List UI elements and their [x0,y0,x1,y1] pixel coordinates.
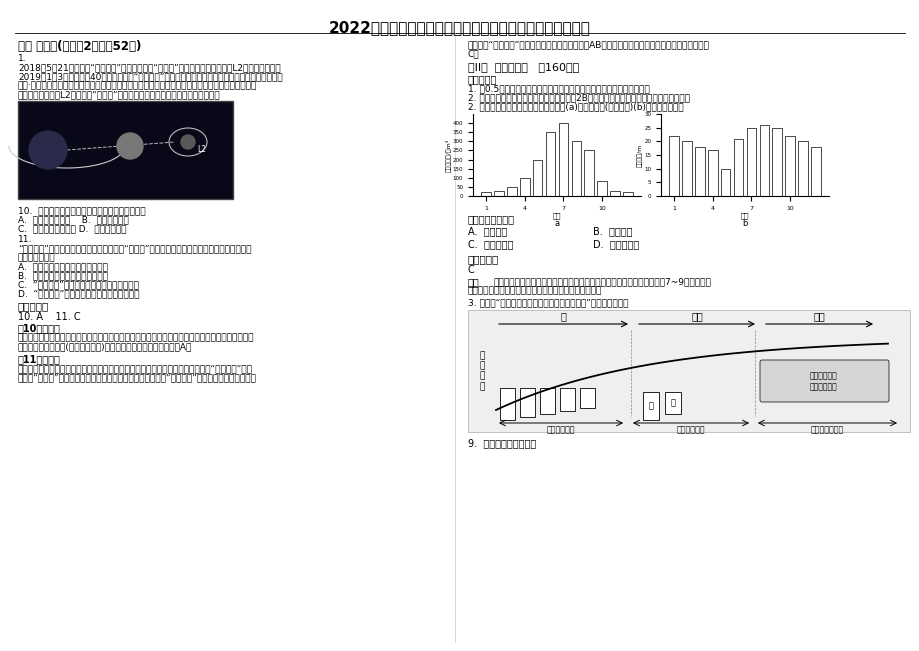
X-axis label: 月份: 月份 [740,212,748,219]
Bar [772,128,781,196]
Text: C.  距离地球十分遥远 D.  不能反射阳光: C. 距离地球十分遥远 D. 不能反射阳光 [18,224,127,233]
Bar [609,191,619,196]
Bar [668,136,678,196]
Text: B.  月球公转周期与自转周期不相同: B. 月球公转周期与自转周期不相同 [18,271,108,280]
Text: 2022年四川省德阳市绵竹城南中学高三地理月考试题含解析: 2022年四川省德阳市绵竹城南中学高三地理月考试题含解析 [329,20,590,35]
Text: 乙: 乙 [670,398,675,408]
Text: 由于月球的自转周期和公转周期相等，所以月球绕地球运动有一个重要的特点，就是它永远用同一面: 由于月球的自转周期和公转周期相等，所以月球绕地球运动有一个重要的特点，就是它永远… [18,333,255,342]
Text: 1.: 1. [18,54,27,63]
Text: 解析: 解析 [468,277,479,287]
Bar [681,141,691,196]
Text: 有行洪、泄洪、分洪需求，进而可筛选颏别出正确选项。: 有行洪、泄洪、分洪需求，进而可筛选颏别出正确选项。 [468,286,602,295]
Text: 作
用
强
度: 作 用 强 度 [479,351,484,391]
Text: 9.  图中甲、乙分别表示: 9. 图中甲、乙分别表示 [468,438,536,448]
Text: 对着地球，而另一面(即月球的背面)则永远背对着地球。据此分析选A。: 对着地球，而另一面(即月球的背面)则永远背对着地球。据此分析选A。 [18,342,192,351]
Bar [519,178,529,196]
Text: 分析其可能的大气降水作为该水库水补给形式，推敲该地降水主要集中在7~9月，且水库: 分析其可能的大气降水作为该水库水补给形式，推敲该地降水主要集中在7~9月，且水库 [494,277,711,286]
Text: 月球没有大气，所以白天月球表面温度很高，夜晒月球表面温度很低，温差极大。“年蛾四号”探测: 月球没有大气，所以白天月球表面温度很高，夜晒月球表面温度很低，温差极大。“年蛾四… [18,364,253,373]
Bar [558,123,568,196]
Text: 2018年5月21日，我国“年蛾四号”探月中继卫星“鹊桥号”进入环绕地月拉格朗日L2点的使命轨道。: 2018年5月21日，我国“年蛾四号”探月中继卫星“鹊桥号”进入环绕地月拉格朗日… [18,63,280,72]
Text: a: a [554,219,559,228]
Text: 甲: 甲 [648,402,652,411]
Bar [18,101,233,199]
Bar [746,128,755,196]
Text: C.  “年蛾四号”探测器克服了强温差的月面环境: C. “年蛾四号”探测器克服了强温差的月面环境 [18,280,139,289]
Bar [584,150,594,196]
Text: 器通过“鹊桥号”中继星能传回近距离高拍摄的月背影像图说明“年蛾四号”探测器克服了强温差的月: 器通过“鹊桥号”中继星能传回近距离高拍摄的月背影像图说明“年蛾四号”探测器克服了… [18,373,256,382]
Bar [579,388,595,408]
Bar [694,146,704,196]
Text: C.  江苏省北部: C. 江苏省北部 [468,239,513,249]
Bar [707,150,717,196]
Text: 面环境；“年蛾四号”探测器通过卫星与地球联系，AB选项内容通过材料不能分析得出。据此分析选: 面环境；“年蛾四号”探测器通过卫星与地球联系，AB选项内容通过材料不能分析得出。… [468,40,709,49]
Text: b: b [742,219,747,228]
Text: C。: C。 [468,49,479,58]
Text: 参考答案：: 参考答案： [468,254,499,264]
Bar [571,141,581,196]
Text: 、月球、拉格朗日L2点位置及“鹊桥号”中继星发射运行轨道。据此完成下列各题。: 、月球、拉格朗日L2点位置及“鹊桥号”中继星发射运行轨道。据此完成下列各题。 [18,90,221,99]
Text: 2. 作答选考题时，请考生务必将所选题号用2B铅笔涂黑，答完题后，再次确认所选题号。: 2. 作答选考题时，请考生务必将所选题号用2B铅笔涂黑，答完题后，再次确认所选题… [468,93,689,102]
X-axis label: 月份: 月份 [552,212,561,219]
Text: 的冯·卡门撟击坑，实现了人类探测器首次月背软着陆，开启了人类月球探测的新篇章。下图示意地球: 的冯·卡门撟击坑，实现了人类探测器首次月背软着陆，开启了人类月球探测的新篇章。下… [18,81,257,90]
Text: 影像图。这说明: 影像图。这说明 [18,253,55,262]
Bar [532,159,542,196]
Text: “年蛾四号”探测器降落于月球背面，并通过“鹊桥号”中继星传回了世界第一张近距高拍摄的月背: “年蛾四号”探测器降落于月球背面，并通过“鹊桥号”中继星传回了世界第一张近距高拍… [18,244,251,253]
Text: 2. 图表示我国某水库年内逐月入库水量(a)、月均水位(水面海拔)(b)。读下图，完成: 2. 图表示我国某水库年内逐月入库水量(a)、月均水位(水面海拔)(b)。读下图… [468,102,683,111]
Bar [499,388,515,420]
Text: B.  秦岭山地: B. 秦岭山地 [593,226,632,236]
Text: 该水库可能位于：: 该水库可能位于： [468,214,515,224]
Text: 后工业社会阶段: 后工业社会阶段 [810,425,844,434]
Circle shape [117,133,142,159]
Text: 3. 下图为“自然资源利用与社会经济发展关系图”，完成列各题。: 3. 下图为“自然资源利用与社会经济发展关系图”，完成列各题。 [468,298,628,307]
Text: 10题详解》: 10题详解》 [18,323,61,333]
FancyBboxPatch shape [759,360,888,402]
Bar [596,182,607,196]
Bar [519,388,535,417]
Circle shape [181,135,195,149]
Text: D.  “年蛾四号”探测器直接建立了与地球的联系: D. “年蛾四号”探测器直接建立了与地球的联系 [18,289,140,298]
Text: A.  月球上昼夜交替周期与地球相同: A. 月球上昼夜交替周期与地球相同 [18,262,108,271]
Bar [664,392,680,414]
Text: 工业社会阶段: 工业社会阶段 [676,425,705,434]
Text: 注意事项：: 注意事项： [468,74,497,84]
Text: L2: L2 [197,145,206,154]
Text: 参考答案：: 参考答案： [18,301,50,311]
Text: 10. A    11. C: 10. A 11. C [18,312,81,322]
Bar [560,388,574,411]
Text: 综合利用各种
自然自然资源: 综合利用各种 自然自然资源 [810,371,837,391]
Bar [720,169,730,196]
Bar [642,392,658,420]
Bar [732,139,743,196]
Text: A.  太行山地: A. 太行山地 [468,226,506,236]
Bar [539,388,554,414]
Text: 一般: 一般 [812,311,824,321]
Y-axis label: 月入库水量/万m³: 月入库水量/万m³ [445,139,451,172]
Bar [481,192,490,196]
Circle shape [29,131,67,169]
Bar [468,310,909,432]
Text: 1. 用0.5毫米黑色字迹签字笔将答案写在答题卡上。写在本试卷上无效。: 1. 用0.5毫米黑色字迹签字笔将答案写在答题卡上。写在本试卷上无效。 [468,84,649,93]
Text: 农业社会阶段: 农业社会阶段 [546,425,574,434]
Bar [545,132,555,196]
Bar [811,146,820,196]
Bar [622,192,632,196]
Text: 11题详解》: 11题详解》 [18,354,61,364]
Text: C: C [468,265,474,275]
Text: 10.  人类不能直接观测到月球背面的原因是其背面: 10. 人类不能直接观测到月球背面的原因是其背面 [18,206,145,215]
Bar [759,125,768,196]
Text: D.  云南省中部: D. 云南省中部 [593,239,639,249]
Text: 第II卷  （非选择题   八160分）: 第II卷 （非选择题 八160分） [468,62,579,72]
Text: 11.: 11. [18,235,32,244]
Bar [798,141,807,196]
Bar [785,136,794,196]
Text: 较强: 较强 [690,311,702,321]
Bar [506,187,516,196]
Text: 一、 选择题(每小题2分，內52分): 一、 选择题(每小题2分，內52分) [18,40,142,53]
Text: A.  永远背对着地球    B.  永远处于黑夜: A. 永远背对着地球 B. 永远处于黑夜 [18,215,129,224]
Bar [494,191,503,196]
Y-axis label: 月均水位/m: 月均水位/m [637,143,642,167]
Text: 2019年1月3日，飞行纠40万千米之后，“年蛾四号”探测器成功降落于月球背面的南极艾特肯盆地中部: 2019年1月3日，飞行纠40万千米之后，“年蛾四号”探测器成功降落于月球背面的… [18,72,282,81]
Text: 强: 强 [560,311,566,321]
